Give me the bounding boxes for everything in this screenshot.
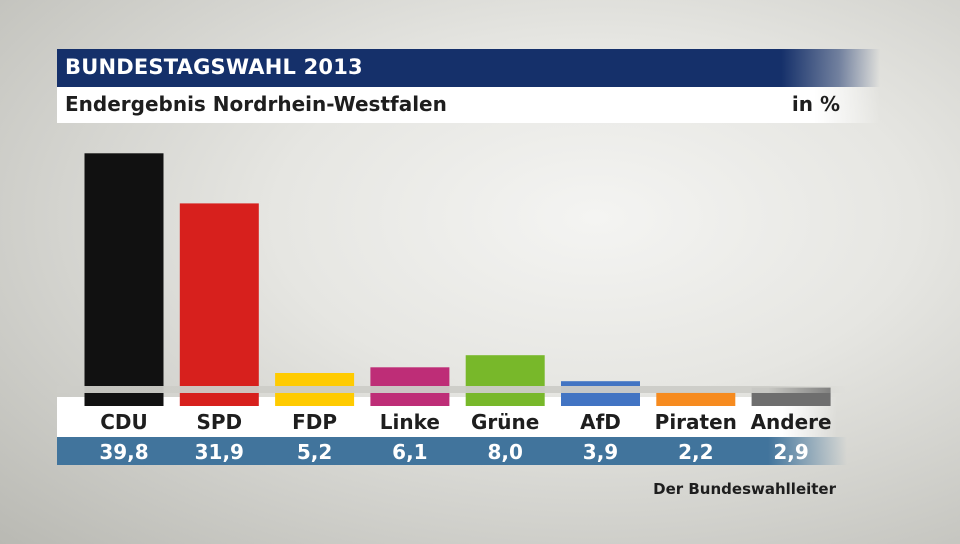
source-note: Der Bundeswahlleiter [653, 480, 836, 498]
bar-grüne [465, 355, 545, 406]
value-label: 3,9 [582, 440, 619, 464]
category-label: SPD [196, 410, 243, 434]
title-bar: BUNDESTAGSWAHL 2013 [57, 49, 880, 87]
chart-subtitle: Endergebnis Nordrhein-Westfalen [65, 92, 447, 116]
category-label: Andere [750, 410, 832, 434]
value-strip [57, 437, 847, 465]
category-label: FDP [292, 410, 338, 434]
bar-piraten [656, 392, 736, 406]
chart-title: BUNDESTAGSWAHL 2013 [65, 55, 363, 79]
subtitle-bar: Endergebnis Nordrhein-Westfalen in % [57, 87, 880, 123]
value-label: 5,2 [296, 440, 333, 464]
value-label: 39,8 [99, 440, 149, 464]
bar-spd [179, 203, 259, 406]
category-label: CDU [100, 410, 148, 434]
bar-cdu [84, 153, 164, 406]
bar-afd [561, 381, 640, 406]
value-label: 2,9 [773, 440, 809, 464]
category-label: AfD [580, 410, 621, 434]
category-label: Piraten [654, 410, 737, 434]
value-label: 6,1 [392, 440, 428, 464]
value-label: 31,9 [194, 440, 244, 464]
unit-label: in % [791, 92, 840, 116]
value-label: 8,0 [487, 440, 523, 464]
value-label: 2,2 [678, 440, 714, 464]
category-label: Grüne [471, 410, 540, 434]
category-label: Linke [379, 410, 440, 434]
chart-baseline [57, 386, 847, 393]
